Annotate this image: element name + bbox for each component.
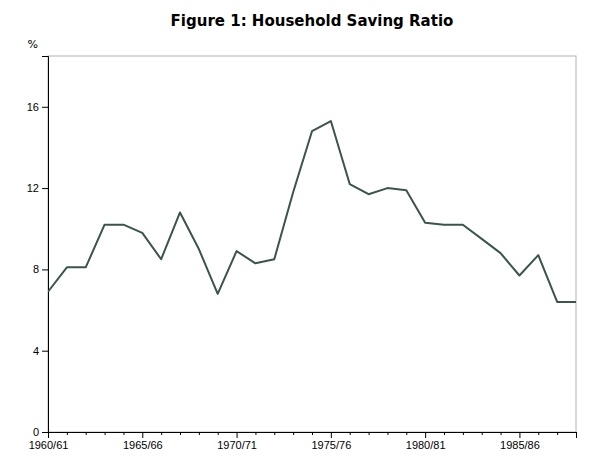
x-tick — [86, 432, 87, 435]
x-axis: 1960/61 1965/66 1970/71 1975/76 1980/81 1985/… — [29, 432, 577, 451]
y-tick-label: 12 — [27, 182, 39, 194]
plot-frame — [48, 56, 576, 432]
x-tick — [369, 432, 370, 435]
x-tick — [501, 432, 502, 435]
x-tick-mark — [387, 432, 388, 435]
line — [48, 121, 576, 302]
x-tick-label: 1960/61 — [29, 439, 69, 451]
x-tick-mark — [86, 432, 87, 435]
x-tick-mark — [312, 432, 313, 435]
x-tick-label: 1965/66 — [123, 439, 163, 451]
x-tick-mark — [199, 432, 200, 435]
x-tick-mark — [463, 432, 464, 435]
x-tick — [180, 432, 181, 435]
x-tick — [218, 432, 219, 435]
x-axis-line — [49, 433, 577, 439]
x-tick-mark — [519, 432, 520, 438]
x-tick-mark — [350, 432, 351, 435]
x-tick — [105, 432, 106, 435]
x-tick-mark — [255, 432, 256, 435]
y-tick: 12 — [27, 182, 48, 194]
x-tick-mark — [425, 432, 426, 438]
x-tick-mark — [274, 432, 275, 435]
x-tick-mark — [501, 432, 502, 435]
x-tick — [557, 432, 558, 435]
y-axis-line — [42, 57, 49, 433]
y-tick: 16 — [27, 101, 48, 113]
y-tick-mark — [42, 351, 48, 352]
x-tick — [274, 432, 275, 435]
x-tick-label: 1980/81 — [406, 439, 446, 451]
y-tick-label: 4 — [33, 345, 39, 357]
y-tick-label: 16 — [27, 101, 39, 113]
x-tick-mark — [142, 432, 143, 438]
y-axis: 0 4 8 12 16 — [27, 57, 49, 439]
x-tick: 1975/76 — [311, 432, 351, 451]
x-tick-mark — [293, 432, 294, 435]
y-tick-label: 0 — [33, 426, 39, 438]
x-tick — [255, 432, 256, 435]
x-tick-mark — [105, 432, 106, 435]
x-tick: 1980/81 — [406, 432, 446, 451]
x-tick — [67, 432, 68, 435]
x-tick: 1985/86 — [500, 432, 540, 451]
x-tick: 1965/66 — [123, 432, 163, 451]
x-tick-mark — [538, 432, 539, 435]
x-tick-label: 1985/86 — [500, 439, 540, 451]
x-tick — [538, 432, 539, 435]
y-axis-label: % — [28, 38, 38, 51]
x-tick-mark — [180, 432, 181, 435]
x-tick-label: 1970/71 — [217, 439, 257, 451]
y-tick-label: 8 — [33, 263, 39, 275]
plot: 1960/61 1965/66 1970/71 1975/76 1980/81 1985/… — [27, 56, 577, 451]
x-tick — [482, 432, 483, 435]
x-tick — [161, 432, 162, 435]
y-tick: 4 — [33, 345, 48, 357]
x-tick-mark — [218, 432, 219, 435]
x-tick-mark — [406, 432, 407, 435]
x-tick — [463, 432, 464, 435]
x-tick — [576, 432, 577, 435]
y-tick: 0 — [33, 426, 48, 438]
x-tick-mark — [369, 432, 370, 435]
x-tick-mark — [557, 432, 558, 435]
x-tick-mark — [161, 432, 162, 435]
x-tick — [444, 432, 445, 435]
y-tick: 8 — [33, 263, 48, 275]
title: Figure 1: Household Saving Ratio — [171, 12, 454, 30]
x-tick — [123, 432, 124, 435]
x-tick-mark — [576, 432, 577, 435]
x-tick-mark — [444, 432, 445, 435]
x-tick: 1970/71 — [217, 432, 257, 451]
y-tick-mark — [42, 107, 48, 108]
x-tick-mark — [67, 432, 68, 435]
x-tick-mark — [123, 432, 124, 435]
x-tick — [350, 432, 351, 435]
x-tick — [312, 432, 313, 435]
chart: 1960/61 1965/66 1970/71 1975/76 1980/81 1985/… — [0, 0, 600, 472]
marks — [48, 121, 576, 302]
x-tick — [293, 432, 294, 435]
x-tick-mark — [237, 432, 238, 438]
x-tick-mark — [482, 432, 483, 435]
x-tick — [387, 432, 388, 435]
x-tick-label: 1975/76 — [311, 439, 351, 451]
x-tick-mark — [331, 432, 332, 438]
y-tick-mark — [42, 188, 48, 189]
x-tick — [406, 432, 407, 435]
y-tick-mark — [42, 432, 48, 433]
y-tick-mark — [42, 269, 48, 270]
x-tick — [199, 432, 200, 435]
